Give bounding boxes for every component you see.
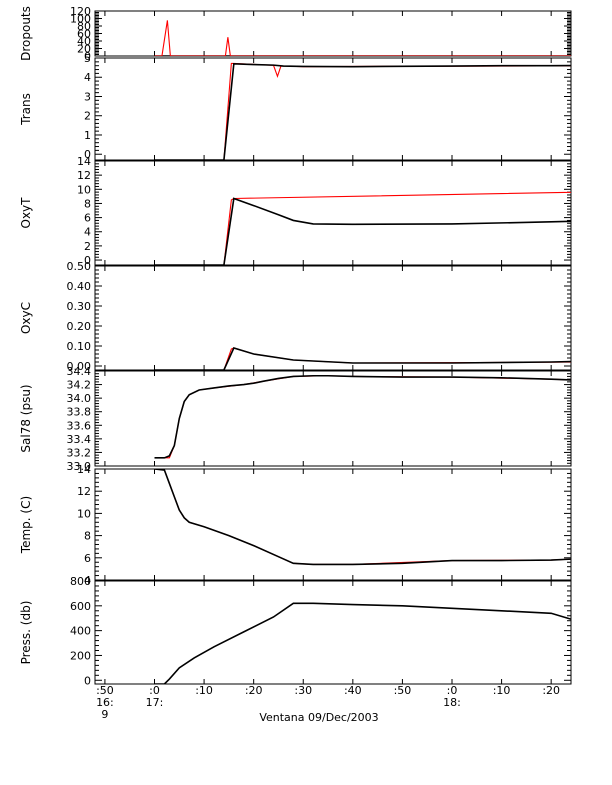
y-tick-label: 0.10 bbox=[67, 340, 92, 353]
y-tick-label: 800 bbox=[70, 575, 91, 588]
x-tick-label: :20 bbox=[245, 684, 263, 697]
series-line-2-0 bbox=[154, 191, 571, 265]
y-tick-label: 6 bbox=[84, 212, 91, 225]
y-tick-label: 10 bbox=[77, 507, 91, 520]
y-axis-label: Press. (db) bbox=[19, 601, 33, 665]
series-line-0-1 bbox=[154, 20, 571, 56]
x-tick-label: :40 bbox=[344, 684, 362, 697]
y-tick-label: 14 bbox=[77, 155, 91, 168]
panel-frame bbox=[94, 160, 572, 266]
x-tick-sublabel: 9 bbox=[101, 708, 108, 721]
y-tick-label: 34.0 bbox=[67, 392, 92, 405]
y-tick-label: 0 bbox=[84, 50, 91, 63]
y-tick-label: 5 bbox=[84, 52, 91, 65]
y-tick-label: 400 bbox=[70, 625, 91, 638]
y-tick-label: 8 bbox=[84, 197, 91, 210]
panel-frame bbox=[94, 468, 572, 581]
y-axis-label: Trans bbox=[19, 93, 33, 126]
y-tick-label: 200 bbox=[70, 649, 91, 662]
y-tick-label: 33.4 bbox=[67, 433, 92, 446]
y-tick-label: 6 bbox=[84, 552, 91, 565]
panel-frame bbox=[94, 57, 572, 161]
panel-frame bbox=[94, 370, 572, 467]
y-tick-label: 0.50 bbox=[67, 260, 92, 273]
x-tick-label: :0 bbox=[149, 684, 160, 697]
y-tick-label: 10 bbox=[77, 183, 91, 196]
y-tick-label: 0.00 bbox=[67, 360, 92, 373]
y-tick-label: 0 bbox=[84, 148, 91, 161]
y-tick-label: 4 bbox=[84, 71, 91, 84]
y-tick-label: 20 bbox=[77, 43, 91, 56]
x-tick-label: :50 bbox=[96, 684, 114, 697]
y-tick-label: 0 bbox=[84, 254, 91, 267]
y-tick-label: 1 bbox=[84, 129, 91, 142]
panel-5 bbox=[94, 468, 572, 581]
x-tick-label: :0 bbox=[447, 684, 458, 697]
panel-0 bbox=[94, 10, 572, 57]
y-tick-label: 0.20 bbox=[67, 320, 92, 333]
panel-frame bbox=[94, 580, 572, 685]
y-tick-label: 2 bbox=[84, 110, 91, 123]
x-tick-sublabel: 18: bbox=[443, 696, 461, 709]
y-tick-label: 33.2 bbox=[67, 446, 92, 459]
y-tick-label: 14 bbox=[77, 463, 91, 476]
y-tick-label: 8 bbox=[84, 530, 91, 543]
series-line-6-0 bbox=[154, 602, 571, 684]
y-axis-label: Dropouts bbox=[19, 6, 33, 61]
y-tick-label: 33.0 bbox=[67, 460, 92, 473]
panel-frame bbox=[94, 265, 572, 371]
y-tick-label: 100 bbox=[70, 13, 91, 26]
y-tick-label: 2 bbox=[84, 240, 91, 253]
x-tick-label: :30 bbox=[294, 684, 312, 697]
x-tick-label: :10 bbox=[493, 684, 511, 697]
y-tick-label: 4 bbox=[84, 226, 91, 239]
y-tick-label: 33.8 bbox=[67, 406, 92, 419]
series-line-4-0 bbox=[154, 375, 571, 459]
panel-1 bbox=[94, 57, 572, 161]
series-line-5-0 bbox=[154, 469, 571, 566]
series-line-3-0 bbox=[154, 347, 571, 370]
y-tick-label: 34.4 bbox=[67, 365, 92, 378]
y-tick-label: 600 bbox=[70, 600, 91, 613]
y-axis-label: OxyT bbox=[19, 197, 33, 229]
y-tick-label: 12 bbox=[77, 169, 91, 182]
series-line-1-0 bbox=[154, 62, 571, 160]
y-tick-label: 3 bbox=[84, 90, 91, 103]
y-tick-label: 34.2 bbox=[67, 379, 92, 392]
series-line-3-1 bbox=[154, 347, 571, 370]
series-line-4-1 bbox=[154, 374, 571, 459]
y-axis-label: Temp. (C) bbox=[19, 496, 33, 554]
series-line-1-1 bbox=[154, 62, 571, 160]
y-tick-label: 4 bbox=[84, 574, 91, 587]
panel-3 bbox=[94, 265, 572, 371]
x-tick-label: :20 bbox=[542, 684, 560, 697]
panel-2 bbox=[94, 160, 572, 266]
x-axis-label: Ventana 09/Dec/2003 bbox=[259, 711, 378, 724]
y-tick-label: 0 bbox=[84, 674, 91, 687]
panel-4 bbox=[94, 370, 572, 467]
y-tick-label: 60 bbox=[77, 28, 91, 41]
x-tick-label: :10 bbox=[195, 684, 213, 697]
y-tick-label: 40 bbox=[77, 35, 91, 48]
y-tick-label: 120 bbox=[70, 5, 91, 18]
y-tick-label: 12 bbox=[77, 485, 91, 498]
y-tick-label: 80 bbox=[77, 20, 91, 33]
y-axis-label: OxyC bbox=[19, 302, 33, 334]
panel-frame bbox=[94, 10, 572, 57]
x-tick-label: :50 bbox=[394, 684, 412, 697]
series-line-5-1 bbox=[154, 469, 571, 566]
panel-6 bbox=[94, 580, 572, 685]
y-tick-label: 33.6 bbox=[67, 419, 92, 432]
x-tick-sublabel: 17: bbox=[146, 696, 164, 709]
y-axis-label: Sal78 (psu) bbox=[19, 384, 33, 452]
y-tick-label: 0.40 bbox=[67, 280, 92, 293]
y-tick-label: 0.30 bbox=[67, 300, 92, 313]
x-tick-sublabel: 16: bbox=[96, 696, 114, 709]
series-line-2-1 bbox=[154, 197, 571, 265]
